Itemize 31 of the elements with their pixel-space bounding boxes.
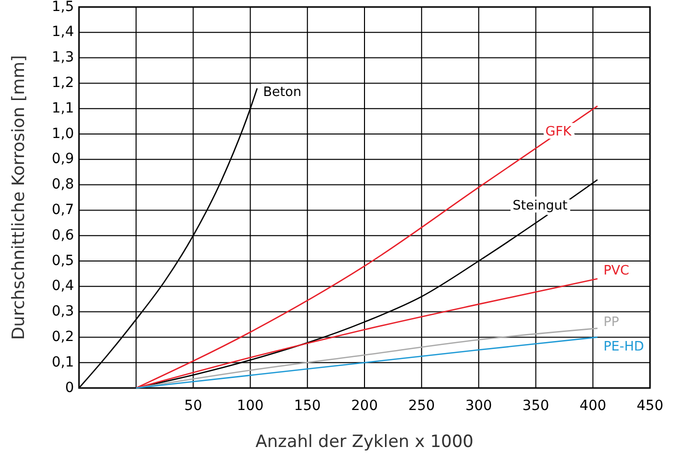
y-tick-label: 0,4 [52, 278, 74, 294]
series-label: PVC [603, 263, 630, 278]
series-label: PE-HD [603, 340, 644, 355]
x-tick-label: 150 [294, 398, 321, 414]
y-tick-label: 0,2 [52, 329, 74, 346]
y-tick-label: 1,3 [52, 50, 74, 66]
x-tick-label: 350 [522, 398, 550, 414]
x-tick-label: 200 [351, 398, 378, 414]
series-label: PP [603, 314, 620, 330]
y-tick-label: 0,7 [52, 202, 74, 218]
y-tick-label: 0 [65, 380, 74, 396]
series-label: Beton [263, 84, 302, 100]
y-tick-label: 1,0 [52, 126, 74, 142]
y-tick-label: 0,9 [52, 151, 74, 168]
x-tick-label: 300 [465, 398, 492, 414]
x-tick-label: 250 [408, 398, 435, 414]
x-tick-label: 50 [184, 398, 202, 414]
x-tick-label: 400 [580, 398, 606, 414]
y-tick-label: 0,3 [52, 304, 74, 320]
x-tick-label: 100 [236, 398, 264, 414]
y-tick-label: 1,1 [52, 100, 74, 116]
y-tick-label: 1,5 [52, 0, 74, 15]
y-tick-label: 1,2 [52, 75, 74, 92]
y-tick-label: 0,1 [52, 354, 74, 370]
y-axis-title: Durchschnittliche Korrosion [mm] [9, 55, 29, 340]
y-tick-label: 0,6 [52, 227, 74, 244]
x-tick-label: 450 [636, 398, 664, 414]
y-tick-label: 0,5 [52, 252, 74, 269]
y-tick-label: 1,4 [52, 24, 74, 40]
y-tick-label: 0,8 [52, 176, 74, 193]
x-axis-title: Anzahl der Zyklen x 1000 [256, 432, 474, 452]
